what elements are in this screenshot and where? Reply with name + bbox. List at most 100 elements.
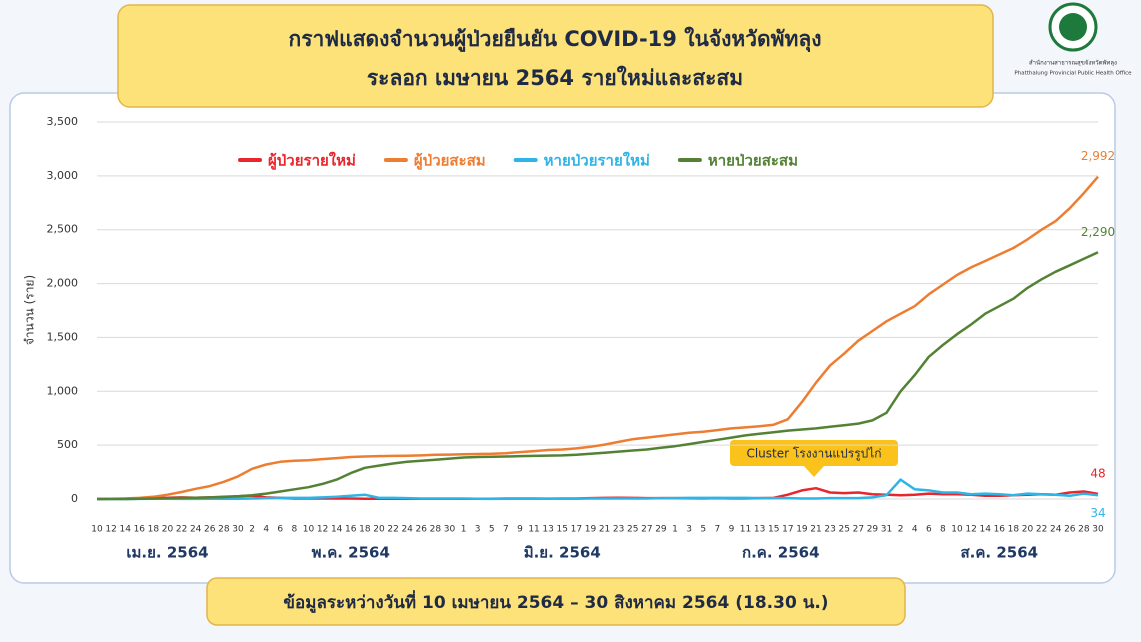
x-tick-label: 13 [542,525,553,535]
x-tick-label: 26 [1064,525,1076,535]
legend-label: หายป่วยรายใหม่ [544,152,650,170]
month-label: มิ.ย. 2564 [524,544,601,562]
x-tick-label: 5 [700,525,706,535]
x-tick-label: 7 [503,525,509,535]
x-tick-label: 26 [204,525,216,535]
x-tick-label: 6 [277,525,283,535]
y-tick-label: 2,500 [47,223,79,236]
x-tick-label: 22 [1036,525,1047,535]
month-label: ก.ค. 2564 [742,544,819,562]
x-tick-label: 13 [754,525,765,535]
x-tick-label: 12 [105,525,116,535]
x-tick-label: 2 [249,525,255,535]
title-box [117,4,994,108]
x-tick-label: 4 [912,525,918,535]
logo-text: Phatthalung Provincial Public Health Off… [1014,71,1132,77]
x-tick-label: 18 [1008,525,1020,535]
x-tick-label: 30 [444,525,456,535]
x-tick-label: 3 [475,525,481,535]
x-tick-label: 24 [190,525,202,535]
logo-text: สำนักงานสาธารณสุขจังหวัดพัทลุง [1029,60,1117,67]
x-tick-label: 15 [768,525,779,535]
x-tick-label: 16 [134,525,146,535]
month-label: เม.ย. 2564 [126,544,208,562]
y-tick-label: 3,000 [47,169,79,182]
x-tick-label: 27 [853,525,864,535]
y-tick-label: 2,000 [47,277,79,290]
x-tick-label: 21 [810,525,821,535]
y-tick-label: 1,000 [47,384,79,397]
x-tick-label: 10 [303,525,315,535]
x-tick-label: 5 [489,525,495,535]
x-tick-label: 16 [994,525,1006,535]
x-tick-label: 31 [881,525,892,535]
x-tick-label: 19 [585,525,597,535]
legend-label: หายป่วยสะสม [708,152,798,170]
series-line [97,478,1099,501]
x-tick-label: 1 [672,525,678,535]
x-tick-label: 17 [782,525,793,535]
x-tick-label: 18 [148,525,160,535]
x-tick-label: 25 [627,525,638,535]
x-tick-label: 22 [387,525,398,535]
x-tick-label: 11 [740,525,751,535]
x-tick-label: 11 [528,525,539,535]
x-tick-label: 8 [292,525,298,535]
x-tick-label: 16 [345,525,357,535]
legend-label: ผู้ป่วยรายใหม่ [268,152,356,171]
x-tick-label: 30 [232,525,244,535]
chart-title: กราฟแสดงจำนวนผู้ป่วยยืนยัน COVID-19 ในจั… [289,26,822,53]
x-tick-label: 25 [838,525,849,535]
x-tick-label: 10 [951,525,963,535]
annotation-arrow [804,466,824,477]
x-tick-label: 12 [965,525,976,535]
chart-subtitle: ระลอก เมษายน 2564 รายใหม่และสะสม [367,65,743,90]
month-label: พ.ค. 2564 [312,544,390,562]
x-tick-label: 22 [176,525,187,535]
x-tick-label: 14 [331,525,343,535]
value-label: 2,290 [1081,225,1115,239]
x-tick-label: 7 [714,525,720,535]
logo-inner [1059,13,1087,41]
value-label: 34 [1090,506,1105,520]
x-tick-label: 18 [359,525,371,535]
x-tick-label: 14 [979,525,991,535]
note-box [206,577,906,626]
x-tick-label: 28 [430,525,442,535]
x-tick-label: 23 [824,525,835,535]
x-tick-label: 15 [557,525,568,535]
y-tick-label: 3,500 [47,115,79,128]
x-tick-label: 10 [91,525,103,535]
x-tick-label: 26 [416,525,428,535]
y-axis-title: จำนวน (ราย) [23,275,37,345]
x-tick-label: 30 [1092,525,1104,535]
x-tick-label: 21 [599,525,610,535]
x-tick-label: 19 [796,525,808,535]
x-tick-label: 1 [461,525,467,535]
series-line [97,251,1099,501]
month-label: ส.ค. 2564 [961,544,1039,562]
x-tick-label: 9 [729,525,735,535]
x-tick-label: 29 [655,525,667,535]
x-tick-label: 9 [517,525,523,535]
y-tick-label: 0 [71,492,78,505]
annotation: Cluster โรงงานแปรรูปไก่ [746,447,881,462]
x-tick-label: 29 [867,525,879,535]
annotation-box [730,440,898,466]
x-tick-label: 24 [1050,525,1062,535]
legend-label: ผู้ป่วยสะสม [414,152,486,171]
y-tick-label: 500 [57,438,78,451]
x-tick-label: 3 [686,525,692,535]
x-tick-label: 24 [401,525,413,535]
value-label: 2,992 [1081,149,1115,163]
x-tick-label: 4 [263,525,269,535]
x-tick-label: 27 [641,525,652,535]
x-tick-label: 28 [218,525,230,535]
x-tick-label: 14 [119,525,131,535]
x-tick-label: 17 [571,525,582,535]
x-tick-label: 23 [613,525,624,535]
value-label: 48 [1090,466,1105,480]
series-line [96,175,1099,501]
x-tick-label: 20 [1022,525,1034,535]
